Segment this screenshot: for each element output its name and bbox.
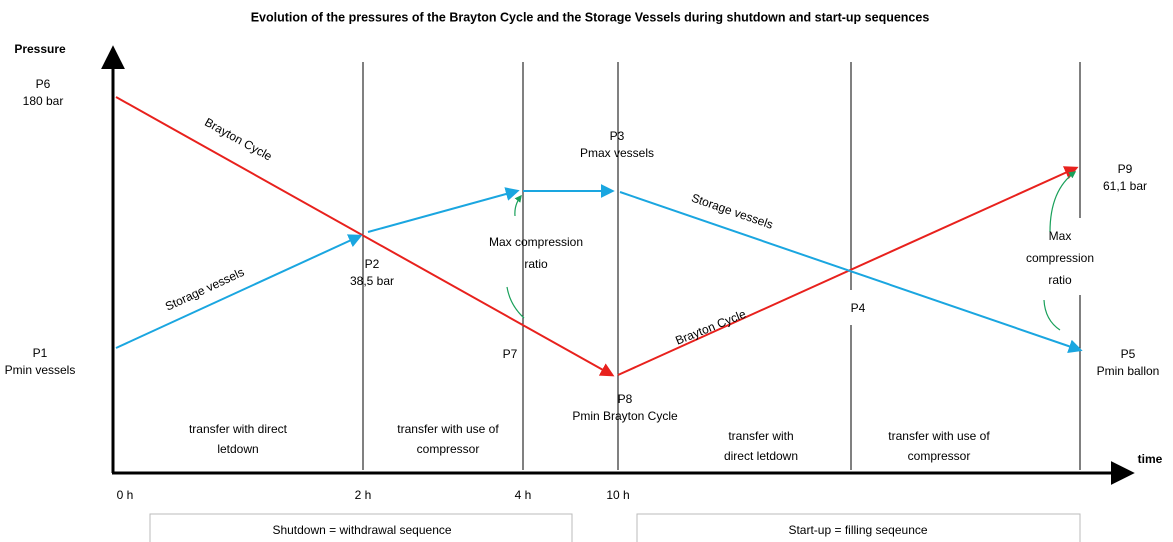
point-label: Pmin vessels [5,363,76,377]
point-label: P6 [36,77,51,91]
axes [101,45,1135,485]
guides [362,62,1081,470]
storage-curve [115,184,1083,353]
point-label: P5 [1121,347,1136,361]
curve-label: Storage vessels [690,191,775,232]
point-label: P1 [33,346,48,360]
annotation: Max [1049,229,1072,243]
x-axis-label: time [1138,452,1163,466]
point-label: P8 [618,392,633,406]
phase-label: compressor [417,442,480,456]
sequence-label: Shutdown = withdrawal sequence [272,523,451,537]
point-label: P9 [1118,162,1133,176]
phase-label: compressor [908,449,971,463]
point-label: 180 bar [23,94,64,108]
time-label: 10 h [606,488,629,502]
point-label: Pmin ballon [1097,364,1160,378]
sequence-label: Start-up = filling seqeunce [788,523,927,537]
point-label: 61,1 bar [1103,179,1147,193]
annotation: ratio [524,257,548,271]
curve-label: Brayton Cycle [673,307,748,348]
phase-label: transfer with [728,429,793,443]
time-label: 4 h [515,488,532,502]
point-label: Pmax vessels [580,146,654,160]
y-axis-label: Pressure [14,42,66,56]
phase-label: letdown [217,442,258,456]
point-label: P4 [851,301,866,315]
annotation: ratio [1048,273,1072,287]
phase-label: transfer with use of [888,429,990,443]
time-label: 0 h [117,488,134,502]
point-label: P2 [365,257,380,271]
phase-label: direct letdown [724,449,798,463]
sequence-boxes [149,513,1081,542]
time-label: 2 h [355,488,372,502]
title: Evolution of the pressures of the Brayto… [251,10,930,24]
annotation: compression [1026,251,1094,265]
point-label: Pmin Brayton Cycle [572,409,678,423]
curve-label: Brayton Cycle [202,115,274,164]
brayton-curve [115,96,1079,377]
phase-label: transfer with direct [189,422,288,436]
point-label: P3 [610,129,625,143]
point-label: P7 [503,347,518,361]
annotation-arrows [506,171,1077,331]
annotation: Max compression [489,235,583,249]
phase-label: transfer with use of [397,422,499,436]
point-label: 38,5 bar [350,274,394,288]
